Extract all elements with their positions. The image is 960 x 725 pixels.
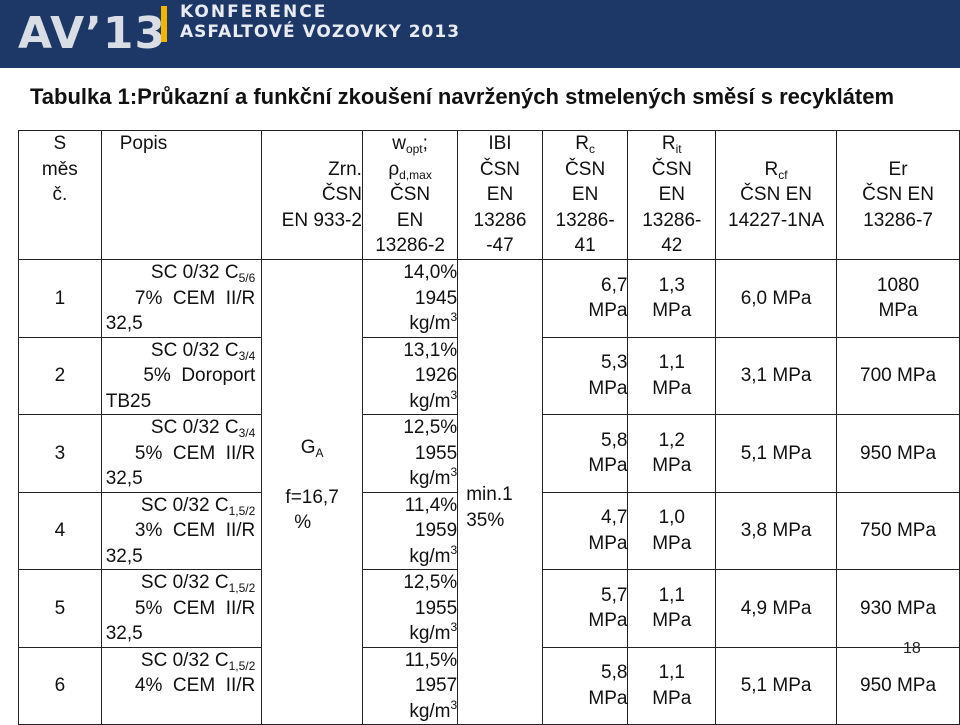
rit-value: 1,1 MPa [627, 336, 717, 415]
rc-value: 5,7 MPa [541, 569, 629, 648]
rit-value: 1,1 MPa [627, 569, 717, 648]
mix-number: 2 [18, 336, 102, 415]
table-row: 3 SC 0/32 C3/4 5% CEM II/R 32,5 12,5% 195… [18, 414, 960, 493]
er-value: 750 MPa [836, 491, 960, 570]
rcf-value: 5,1 MPa [715, 646, 838, 725]
col-header-description: Popis [100, 130, 263, 260]
rcf-value: 6,0 MPa [715, 259, 838, 338]
col-header-water-density: wopt; ρd,max ČSN EN 13286-2 [361, 130, 459, 260]
mix-number: 1 [18, 259, 102, 338]
mix-description: SC 0/32 C3/4 5% CEM II/R 32,5 [100, 414, 263, 493]
er-value: 700 MPa [836, 336, 960, 415]
mix-description: SC 0/32 C1,5/2 4% CEM II/R [100, 646, 263, 725]
conference-banner: AV’13 KONFERENCE ASFALTOVÉ VOZOVKY 2013 [0, 0, 960, 68]
rcf-value: 5,1 MPa [715, 414, 838, 493]
rc-value: 5,8 MPa [541, 646, 629, 725]
rit-value: 1,1 MPa [627, 646, 717, 725]
mix-number: 5 [18, 569, 102, 648]
water-density-value: 13,1% 1926 kg/m3 [361, 336, 459, 415]
mix-number: 4 [18, 491, 102, 570]
er-value: 950 MPa [836, 646, 960, 725]
conference-name-line2: ASFALTOVÉ VOZOVKY 2013 [180, 22, 461, 42]
rc-value: 5,8 MPa [541, 414, 629, 493]
table-row: 5 SC 0/32 C1,5/2 5% CEM II/R 32,5 12,5% 1… [18, 569, 960, 648]
rc-value: 6,7 MPa [541, 259, 629, 338]
rit-value: 1,3 MPa [627, 259, 717, 338]
er-value: 930 MPa [836, 569, 960, 648]
table-row: 1 SC 0/32 C5/6 7% CEM II/R 32,5 GA f=16,… [18, 259, 960, 725]
er-value: 950 MPa [836, 414, 960, 493]
mix-description: SC 0/32 C5/6 7% CEM II/R 32,5 [100, 259, 263, 338]
water-density-value: 11,5% 1957 kg/m3 [361, 646, 459, 725]
rit-value: 1,2 MPa [627, 414, 717, 493]
water-density-value: 12,5% 1955 kg/m3 [361, 414, 459, 493]
rc-value: 4,7 MPa [541, 491, 629, 570]
ibi-merged-cell: min.1 35% [457, 259, 543, 725]
col-header-grading: Zrn. ČSN EN 933-2 [261, 130, 363, 260]
mix-description: SC 0/32 C3/4 5% Doroport TB25 [100, 336, 263, 415]
mix-number: 3 [18, 414, 102, 493]
table-row: 2 SC 0/32 C3/4 5% Doroport TB25 13,1% 192… [18, 336, 960, 415]
col-header-ibi: IBI ČSN EN 13286 -47 [457, 130, 543, 260]
rcf-value: 3,8 MPa [715, 491, 838, 570]
water-density-value: 12,5% 1955 kg/m3 [361, 569, 459, 648]
col-header-rit: Rit ČSN EN 13286- 42 [627, 130, 717, 260]
mix-description: SC 0/32 C1,5/2 5% CEM II/R 32,5 [100, 569, 263, 648]
table-row: 4 SC 0/32 C1,5/2 3% CEM II/R 32,5 11,4% 1… [18, 491, 960, 570]
mix-number: 6 [18, 646, 102, 725]
col-header-er: Er ČSN EN 13286-7 [836, 130, 960, 260]
col-header-rcf: Rcf ČSN EN 14227-1NA [715, 130, 838, 260]
table-title: Tabulka 1:Průkazní a funkční zkoušení na… [30, 84, 895, 109]
page-number: 18 [903, 640, 921, 657]
water-density-value: 11,4% 1959 kg/m3 [361, 491, 459, 570]
mix-description: SC 0/32 C1,5/2 3% CEM II/R 32,5 [100, 491, 263, 570]
logo-divider [161, 6, 167, 42]
rit-value: 1,0 MPa [627, 491, 717, 570]
conference-name-line1: KONFERENCE [180, 2, 328, 22]
water-density-value: 14,0% 1945 kg/m3 [361, 259, 459, 338]
grading-merged-cell: GA f=16,7 % [261, 259, 363, 725]
col-header-rc: Rc ČSN EN 13286- 41 [541, 130, 629, 260]
rcf-value: 3,1 MPa [715, 336, 838, 415]
er-value: 1080 MPa [836, 259, 960, 338]
rc-value: 5,3 MPa [541, 336, 629, 415]
conference-logo: AV’13 [18, 8, 167, 59]
rcf-value: 4,9 MPa [715, 569, 838, 648]
